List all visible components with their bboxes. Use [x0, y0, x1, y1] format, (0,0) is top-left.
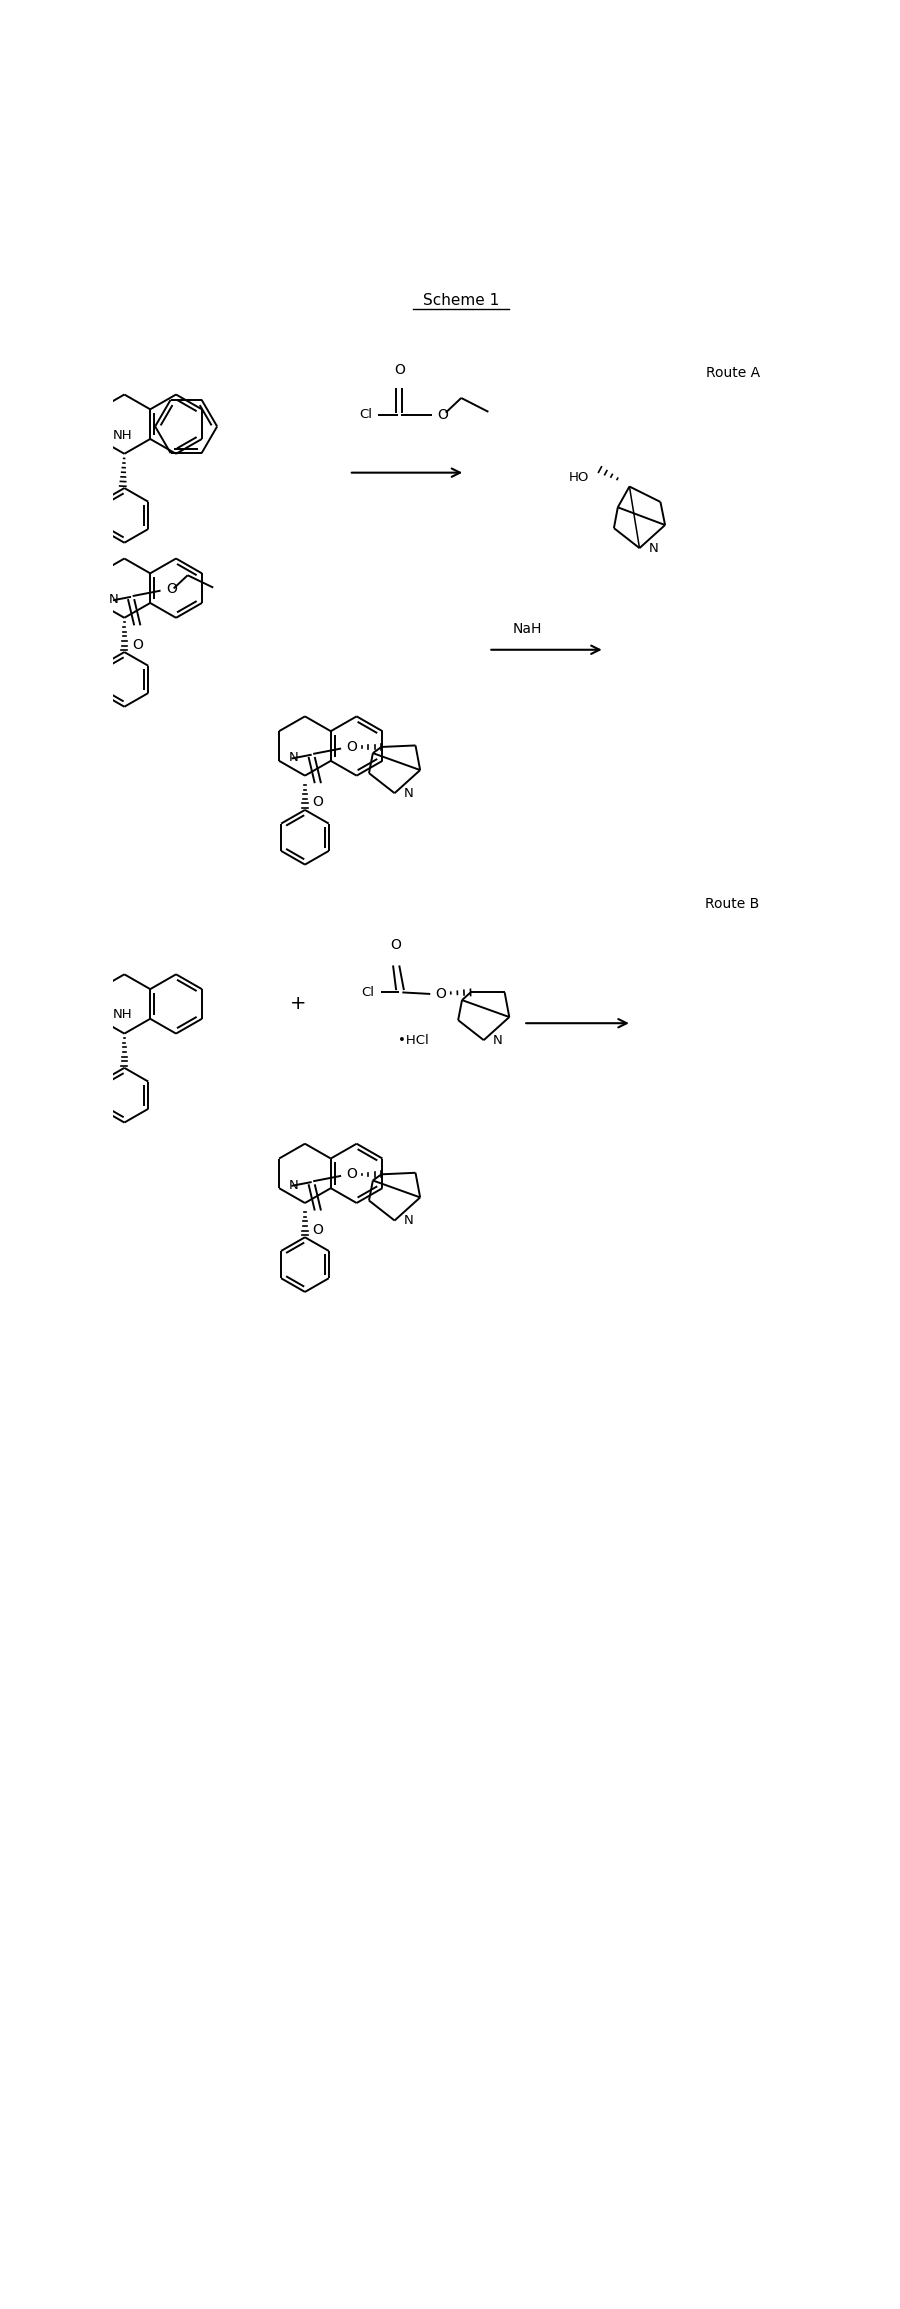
Text: NaH: NaH: [512, 621, 542, 635]
Text: N: N: [109, 593, 119, 607]
Text: N: N: [404, 1215, 414, 1226]
Text: O: O: [391, 937, 401, 951]
Text: N: N: [649, 543, 659, 554]
Text: O: O: [312, 797, 323, 810]
Text: Route A: Route A: [706, 365, 760, 379]
Text: N: N: [493, 1034, 503, 1046]
Text: +: +: [290, 995, 307, 1014]
Text: N: N: [289, 1178, 299, 1191]
Text: O: O: [436, 986, 446, 1000]
Text: NH: NH: [112, 429, 132, 441]
Text: Cl: Cl: [359, 409, 372, 423]
Text: Cl: Cl: [362, 986, 374, 1000]
Text: O: O: [346, 1168, 357, 1182]
Text: O: O: [437, 409, 448, 423]
Text: O: O: [131, 637, 143, 651]
Text: •HCl: •HCl: [398, 1034, 428, 1048]
Text: O: O: [312, 1224, 323, 1238]
Text: Scheme 1: Scheme 1: [423, 293, 500, 309]
Text: NH: NH: [112, 1009, 132, 1021]
Text: N: N: [404, 787, 414, 799]
Text: Route B: Route B: [706, 896, 760, 910]
Text: O: O: [394, 363, 405, 376]
Text: HO: HO: [569, 471, 590, 485]
Text: O: O: [346, 739, 357, 755]
Text: N: N: [289, 750, 299, 764]
Text: O: O: [166, 582, 176, 596]
